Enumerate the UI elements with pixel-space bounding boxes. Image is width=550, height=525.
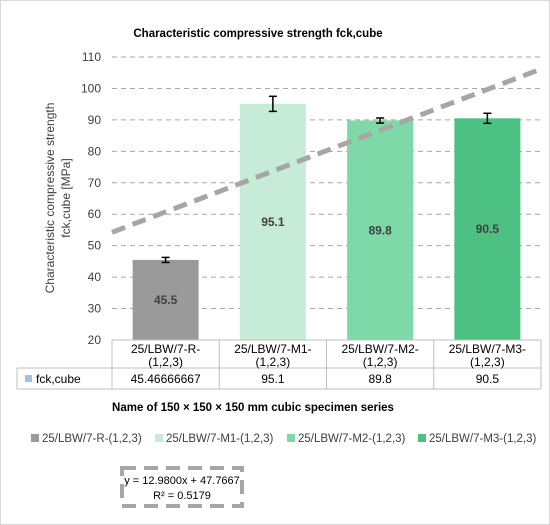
table-cell: 45.46666667 <box>131 372 201 386</box>
legend-label: 25/LBW/7-R-(1,2,3) <box>42 433 142 445</box>
y-axis-label-line-1: Characteristic compressive strength <box>43 103 57 294</box>
table-legend-key <box>25 375 32 382</box>
x-tick-label: 25/LBW/7-M1- <box>234 342 311 356</box>
data-label: 45.5 <box>154 293 178 307</box>
x-tick-label: (1,2,3) <box>363 355 398 369</box>
trendline <box>111 66 542 235</box>
data-label: 95.1 <box>261 215 285 229</box>
x-tick-label: (1,2,3) <box>256 355 291 369</box>
legend-swatch <box>418 434 426 442</box>
y-tick-label: 60 <box>88 207 102 221</box>
trendline-equation-box <box>120 466 244 508</box>
table-cell: 90.5 <box>476 372 500 386</box>
legend-label: 25/LBW/7-M1-(1,2,3) <box>166 433 274 445</box>
legend-swatch <box>155 434 163 442</box>
table-cell: 95.1 <box>261 372 285 386</box>
y-tick-label: 100 <box>81 81 101 95</box>
x-tick-label: (1,2,3) <box>470 355 505 369</box>
y-tick-label: 50 <box>88 239 102 253</box>
bar <box>347 120 414 340</box>
legend-label: 25/LBW/7-M3-(1,2,3) <box>429 433 537 445</box>
data-label: 89.8 <box>368 223 392 237</box>
y-tick-label: 110 <box>82 50 101 64</box>
y-axis-label-line-2: fck,cube [MPa] <box>59 158 73 237</box>
y-tick-label: 20 <box>88 333 102 347</box>
table-cell: 89.8 <box>368 372 392 386</box>
data-label: 90.5 <box>476 222 500 236</box>
legend-swatch <box>287 434 295 442</box>
legend-label: 25/LBW/7-M2-(1,2,3) <box>298 433 406 445</box>
trendline-r-squared: R² = 0.5179 <box>153 490 211 502</box>
x-tick-label: 25/LBW/7-M2- <box>341 342 418 356</box>
x-tick-label: 25/LBW/7-R- <box>131 342 200 356</box>
table-row-label: fck,cube <box>36 372 81 386</box>
x-axis-label: Name of 150 × 150 × 150 mm cubic specime… <box>112 402 394 414</box>
chart-title: Characteristic compressive strength fck,… <box>133 28 382 40</box>
bar <box>239 103 306 340</box>
legend-swatch <box>31 434 39 442</box>
y-tick-label: 80 <box>88 144 102 158</box>
bar <box>454 118 521 340</box>
y-tick-label: 90 <box>88 113 102 127</box>
x-tick-label: (1,2,3) <box>148 355 183 369</box>
x-tick-label: 25/LBW/7-M3- <box>449 342 526 356</box>
bar <box>132 259 199 340</box>
y-tick-label: 40 <box>88 270 102 284</box>
y-tick-label: 70 <box>88 176 102 190</box>
trendline-equation: y = 12.9800x + 47.7667 <box>124 475 240 487</box>
y-tick-label: 30 <box>88 302 102 316</box>
